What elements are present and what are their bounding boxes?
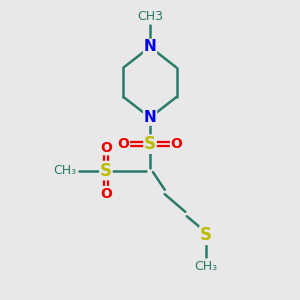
Text: S: S xyxy=(200,226,212,244)
Text: S: S xyxy=(144,135,156,153)
Text: N: N xyxy=(144,110,156,125)
Text: O: O xyxy=(171,137,182,151)
Text: CH3: CH3 xyxy=(137,10,163,23)
Text: O: O xyxy=(118,137,129,151)
Text: O: O xyxy=(100,187,112,201)
Text: O: O xyxy=(100,141,112,154)
Text: N: N xyxy=(144,39,156,54)
Text: CH₃: CH₃ xyxy=(194,260,218,273)
Text: CH₃: CH₃ xyxy=(53,164,76,177)
Text: S: S xyxy=(100,162,112,180)
